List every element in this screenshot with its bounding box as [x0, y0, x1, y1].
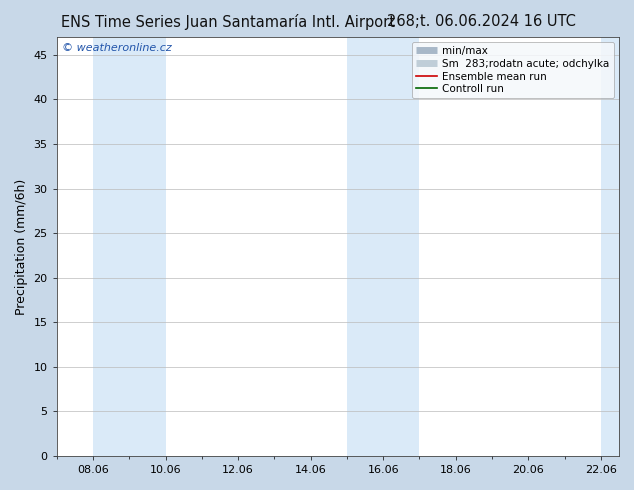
- Text: ENS Time Series Juan Santamaría Intl. Airport: ENS Time Series Juan Santamaría Intl. Ai…: [61, 14, 395, 30]
- Text: © weatheronline.cz: © weatheronline.cz: [62, 43, 172, 53]
- Bar: [601, 37, 619, 456]
- Y-axis label: Precipitation (mm/6h): Precipitation (mm/6h): [15, 178, 28, 315]
- Text: 268;t. 06.06.2024 16 UTC: 268;t. 06.06.2024 16 UTC: [387, 14, 576, 29]
- Bar: [93, 37, 165, 456]
- Legend: min/max, Sm  283;rodatn acute; odchylka, Ensemble mean run, Controll run: min/max, Sm 283;rodatn acute; odchylka, …: [412, 42, 614, 98]
- Bar: [347, 37, 420, 456]
